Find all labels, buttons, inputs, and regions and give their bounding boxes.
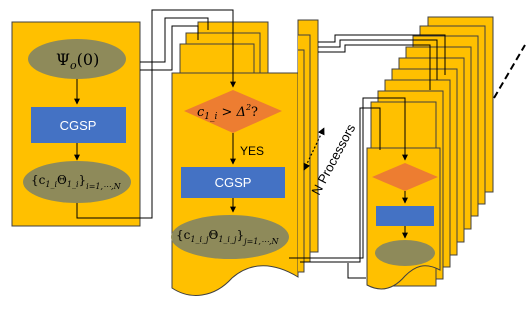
cgsp-process-2	[181, 167, 285, 198]
stage3-output-node	[375, 240, 435, 266]
yes-label: YES	[240, 144, 264, 158]
output-node-1-label: {c1_iΘ1_i}i=1,⋯,N	[31, 173, 122, 191]
output-node-1	[23, 161, 131, 203]
cgsp-process-2-label: CGSP	[215, 175, 252, 190]
continuation-dashed-line	[493, 44, 526, 99]
connector-stage2-to-stage3	[289, 97, 408, 259]
output-node-2	[171, 215, 289, 259]
decision-label: c1_i > Δ2?	[197, 103, 258, 122]
stage3-process-node	[376, 206, 434, 226]
connector-stage1-to-stage2	[76, 9, 236, 219]
initial-state-node	[28, 39, 126, 79]
decision-node	[184, 90, 282, 133]
output-node-2-label: {c1_i_jΘ1_i_j}j=1,⋯,N	[176, 228, 279, 246]
cgsp-process-1	[31, 107, 126, 143]
initial-state-label: Ψo(0)	[56, 50, 99, 72]
cgsp-process-1-label: CGSP	[60, 118, 97, 133]
stage3-decision-node	[372, 163, 438, 191]
